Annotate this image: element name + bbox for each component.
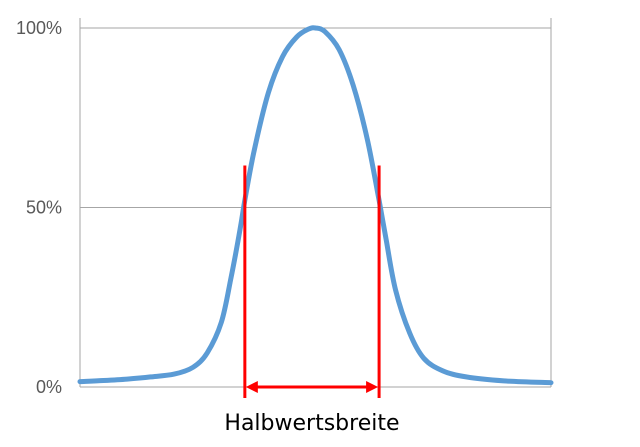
y-tick-label: 0% [36,377,62,397]
fwhm-label: Halbwertsbreite [224,411,399,436]
fwhm-markers [243,165,381,398]
y-tick-label: 100% [16,18,62,38]
grid-lines [80,18,552,387]
gaussian-curve [77,25,554,386]
fwhm-arrowhead-right [366,381,379,393]
fwhm-arrowhead-left [245,381,258,393]
y-tick-labels: 0% 50% 100% [16,18,62,397]
y-tick-label: 50% [26,198,62,218]
